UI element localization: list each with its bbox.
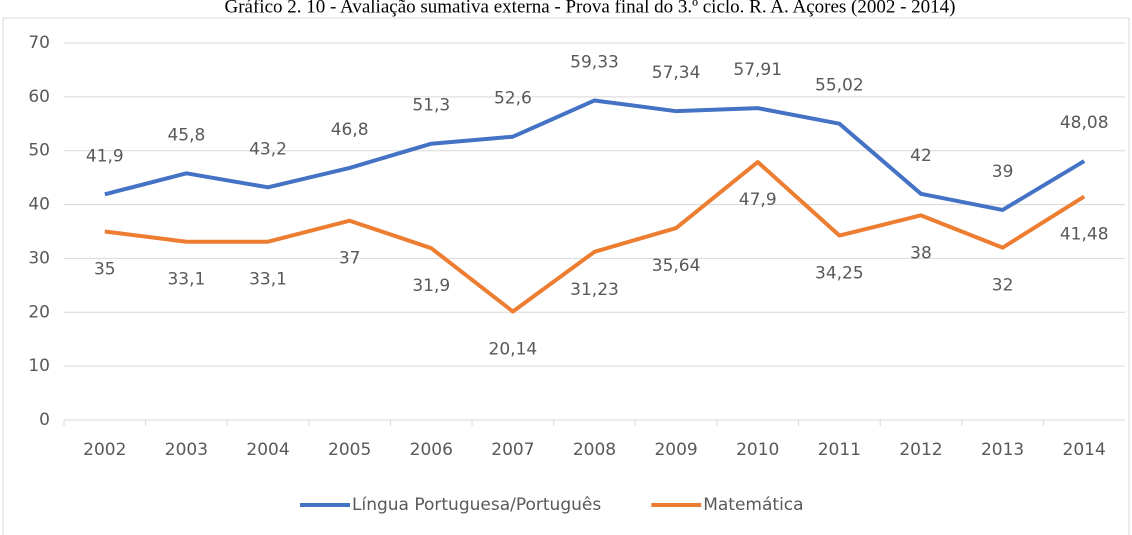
data-label: 52,6: [494, 89, 532, 109]
data-label: 41,48: [1060, 225, 1109, 245]
x-tick-label: 2003: [165, 440, 208, 460]
y-tick-label: 20: [28, 302, 50, 322]
data-label: 39: [992, 162, 1014, 182]
series-line: [104, 98, 1086, 212]
data-label: 47,9: [739, 190, 777, 210]
data-label: 35,64: [652, 256, 701, 276]
data-label: 31,9: [412, 276, 450, 296]
chart-title: Gráfico 2. 10 - Avaliação sumativa exter…: [224, 0, 955, 17]
data-label: 41,9: [86, 146, 124, 166]
y-tick-label: 10: [28, 356, 50, 376]
data-label: 20,14: [489, 340, 538, 360]
x-tick-label: 2009: [654, 440, 697, 460]
legend-label: Matemática: [703, 495, 803, 515]
x-tick-label: 2007: [491, 440, 534, 460]
x-tick-label: 2004: [246, 440, 289, 460]
legend-label: Língua Portuguesa/Português: [352, 495, 601, 515]
data-label: 38: [910, 243, 932, 263]
data-label: 33,1: [249, 270, 287, 290]
data-label: 59,33: [570, 52, 619, 72]
x-tick-label: 2014: [1063, 440, 1106, 460]
data-label: 35: [94, 260, 116, 280]
data-label: 51,3: [412, 96, 450, 116]
data-label: 48,08: [1060, 113, 1109, 133]
y-tick-label: 0: [39, 410, 50, 430]
data-label: 45,8: [167, 125, 205, 145]
data-label: 46,8: [331, 120, 369, 140]
chart-frame: [2, 17, 1130, 535]
y-tick-label: 60: [28, 87, 50, 107]
x-tick-label: 2006: [410, 440, 453, 460]
x-tick-label: 2005: [328, 440, 371, 460]
data-label: 43,2: [249, 139, 287, 159]
data-label: 31,23: [570, 280, 619, 300]
y-tick-label: 40: [28, 195, 50, 215]
x-tick-label: 2002: [83, 440, 126, 460]
data-label: 37: [339, 249, 361, 269]
data-label: 57,34: [652, 63, 701, 83]
y-tick-label: 70: [28, 33, 50, 53]
data-label: 42: [910, 146, 932, 166]
data-label: 32: [992, 276, 1014, 296]
y-tick-label: 50: [28, 141, 50, 161]
data-label: 57,91: [733, 60, 782, 80]
x-tick-label: 2011: [818, 440, 861, 460]
x-tick-label: 2012: [899, 440, 942, 460]
x-tick-label: 2008: [573, 440, 616, 460]
data-label: 55,02: [815, 76, 864, 96]
series-line: [104, 160, 1086, 314]
y-tick-label: 30: [28, 248, 50, 268]
x-tick-label: 2010: [736, 440, 779, 460]
data-label: 33,1: [167, 270, 205, 290]
x-tick-label: 2013: [981, 440, 1024, 460]
data-label: 34,25: [815, 264, 864, 284]
